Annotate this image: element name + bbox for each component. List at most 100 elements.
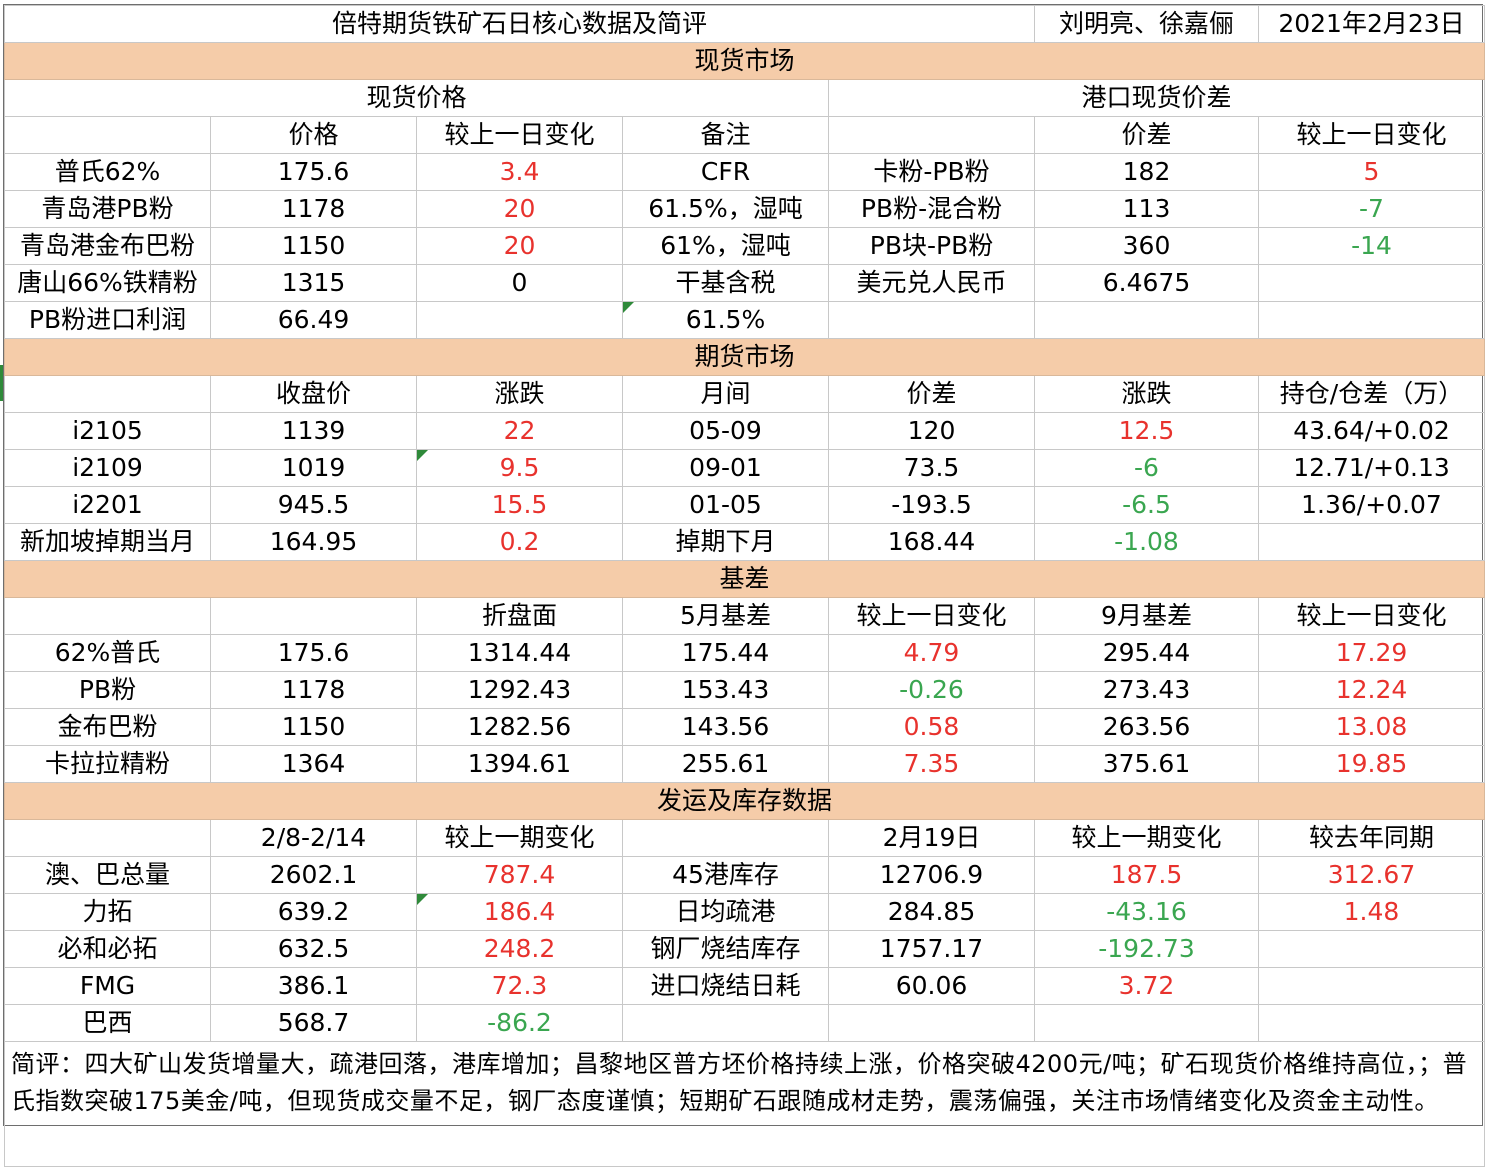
cell[interactable]: 3.4: [416, 153, 623, 191]
cell[interactable]: 175.6: [210, 153, 417, 191]
cell[interactable]: 掉期下月: [622, 523, 829, 561]
cell[interactable]: 360: [1034, 227, 1259, 265]
port-spread-title[interactable]: 港口现货价差: [828, 79, 1485, 117]
cell[interactable]: [416, 301, 623, 339]
row-label[interactable]: 青岛港金布巴粉: [4, 227, 211, 265]
cell[interactable]: [1034, 1004, 1259, 1042]
column-header[interactable]: 2/8-2/14: [210, 819, 417, 857]
cell-with-comment[interactable]: 186.4: [416, 893, 623, 931]
cell[interactable]: 17.29: [1258, 634, 1485, 672]
report-authors[interactable]: 刘明亮、徐嘉俪: [1034, 5, 1259, 43]
column-header[interactable]: 价差: [828, 375, 1035, 413]
cell[interactable]: 2602.1: [210, 856, 417, 894]
cell[interactable]: 273.43: [1034, 671, 1259, 709]
row-label[interactable]: FMG: [4, 967, 211, 1005]
cell[interactable]: 113: [1034, 190, 1259, 228]
cell[interactable]: -43.16: [1034, 893, 1259, 931]
column-header[interactable]: 5月基差: [622, 597, 829, 635]
section-title[interactable]: 基差: [4, 560, 1485, 598]
cell[interactable]: 0: [416, 264, 623, 302]
row-label[interactable]: 巴西: [4, 1004, 211, 1042]
cell[interactable]: 22: [416, 412, 623, 450]
column-header[interactable]: 价格: [210, 116, 417, 154]
row-label[interactable]: 62%普氏: [4, 634, 211, 672]
cell[interactable]: 19.85: [1258, 745, 1485, 783]
cell[interactable]: 0.2: [416, 523, 623, 561]
section-title[interactable]: 期货市场: [4, 338, 1485, 376]
cell[interactable]: 20: [416, 190, 623, 228]
report-date[interactable]: 2021年2月23日: [1258, 5, 1485, 43]
column-header[interactable]: 较上一期变化: [416, 819, 623, 857]
cell[interactable]: 175.44: [622, 634, 829, 672]
cell[interactable]: 72.3: [416, 967, 623, 1005]
column-header[interactable]: [622, 819, 829, 857]
row-label[interactable]: PB粉: [4, 671, 211, 709]
row-label[interactable]: 新加坡掉期当月: [4, 523, 211, 561]
cell[interactable]: 568.7: [210, 1004, 417, 1042]
cell[interactable]: 钢厂烧结库存: [622, 930, 829, 968]
cell[interactable]: [4, 819, 211, 857]
cell[interactable]: 153.43: [622, 671, 829, 709]
cell[interactable]: PB块-PB粉: [828, 227, 1035, 265]
cell[interactable]: 3.72: [1034, 967, 1259, 1005]
column-header[interactable]: 备注: [622, 116, 829, 154]
row-label[interactable]: 普氏62%: [4, 153, 211, 191]
cell[interactable]: 639.2: [210, 893, 417, 931]
cell[interactable]: 45港库存: [622, 856, 829, 894]
row-label[interactable]: PB粉进口利润: [4, 301, 211, 339]
column-header[interactable]: 9月基差: [1034, 597, 1259, 635]
row-label[interactable]: i2109: [4, 449, 211, 487]
cell[interactable]: 182: [1034, 153, 1259, 191]
cell[interactable]: -0.26: [828, 671, 1035, 709]
cell[interactable]: 263.56: [1034, 708, 1259, 746]
cell[interactable]: 175.6: [210, 634, 417, 672]
cell[interactable]: [1258, 967, 1485, 1005]
cell[interactable]: 美元兑人民币: [828, 264, 1035, 302]
cell[interactable]: -193.5: [828, 486, 1035, 524]
cell[interactable]: 12.5: [1034, 412, 1259, 450]
cell[interactable]: PB粉-混合粉: [828, 190, 1035, 228]
report-title[interactable]: 倍特期货铁矿石日核心数据及简评: [4, 5, 1035, 43]
cell[interactable]: 1364: [210, 745, 417, 783]
cell[interactable]: -192.73: [1034, 930, 1259, 968]
cell[interactable]: -1.08: [1034, 523, 1259, 561]
cell[interactable]: 248.2: [416, 930, 623, 968]
cell[interactable]: 168.44: [828, 523, 1035, 561]
cell[interactable]: 60.06: [828, 967, 1035, 1005]
cell[interactable]: [4, 597, 211, 635]
column-header[interactable]: 较上一日变化: [1258, 597, 1485, 635]
cell[interactable]: 卡粉-PB粉: [828, 153, 1035, 191]
cell[interactable]: 787.4: [416, 856, 623, 894]
cell[interactable]: 945.5: [210, 486, 417, 524]
cell[interactable]: 进口烧结日耗: [622, 967, 829, 1005]
cell[interactable]: [828, 1004, 1035, 1042]
column-header[interactable]: 较上一期变化: [1034, 819, 1259, 857]
cell[interactable]: [1258, 264, 1485, 302]
cell[interactable]: 187.5: [1034, 856, 1259, 894]
cell[interactable]: -7: [1258, 190, 1485, 228]
cell[interactable]: -86.2: [416, 1004, 623, 1042]
column-header[interactable]: [210, 597, 417, 635]
cell[interactable]: [622, 1004, 829, 1042]
section-title[interactable]: 发运及库存数据: [4, 782, 1485, 820]
cell[interactable]: 01-05: [622, 486, 829, 524]
cell[interactable]: 255.61: [622, 745, 829, 783]
column-header[interactable]: 2月19日: [828, 819, 1035, 857]
cell[interactable]: 73.5: [828, 449, 1035, 487]
cell[interactable]: 120: [828, 412, 1035, 450]
cell[interactable]: 1315: [210, 264, 417, 302]
column-header[interactable]: 收盘价: [210, 375, 417, 413]
cell[interactable]: [4, 375, 211, 413]
cell[interactable]: [828, 301, 1035, 339]
cell[interactable]: 1282.56: [416, 708, 623, 746]
cell[interactable]: 0.58: [828, 708, 1035, 746]
cell[interactable]: 6.4675: [1034, 264, 1259, 302]
cell[interactable]: 375.61: [1034, 745, 1259, 783]
cell[interactable]: 1178: [210, 190, 417, 228]
cell[interactable]: [1258, 523, 1485, 561]
column-header[interactable]: 月间: [622, 375, 829, 413]
cell[interactable]: 61%，湿吨: [622, 227, 829, 265]
row-label[interactable]: 金布巴粉: [4, 708, 211, 746]
row-label[interactable]: i2201: [4, 486, 211, 524]
cell[interactable]: -6.5: [1034, 486, 1259, 524]
